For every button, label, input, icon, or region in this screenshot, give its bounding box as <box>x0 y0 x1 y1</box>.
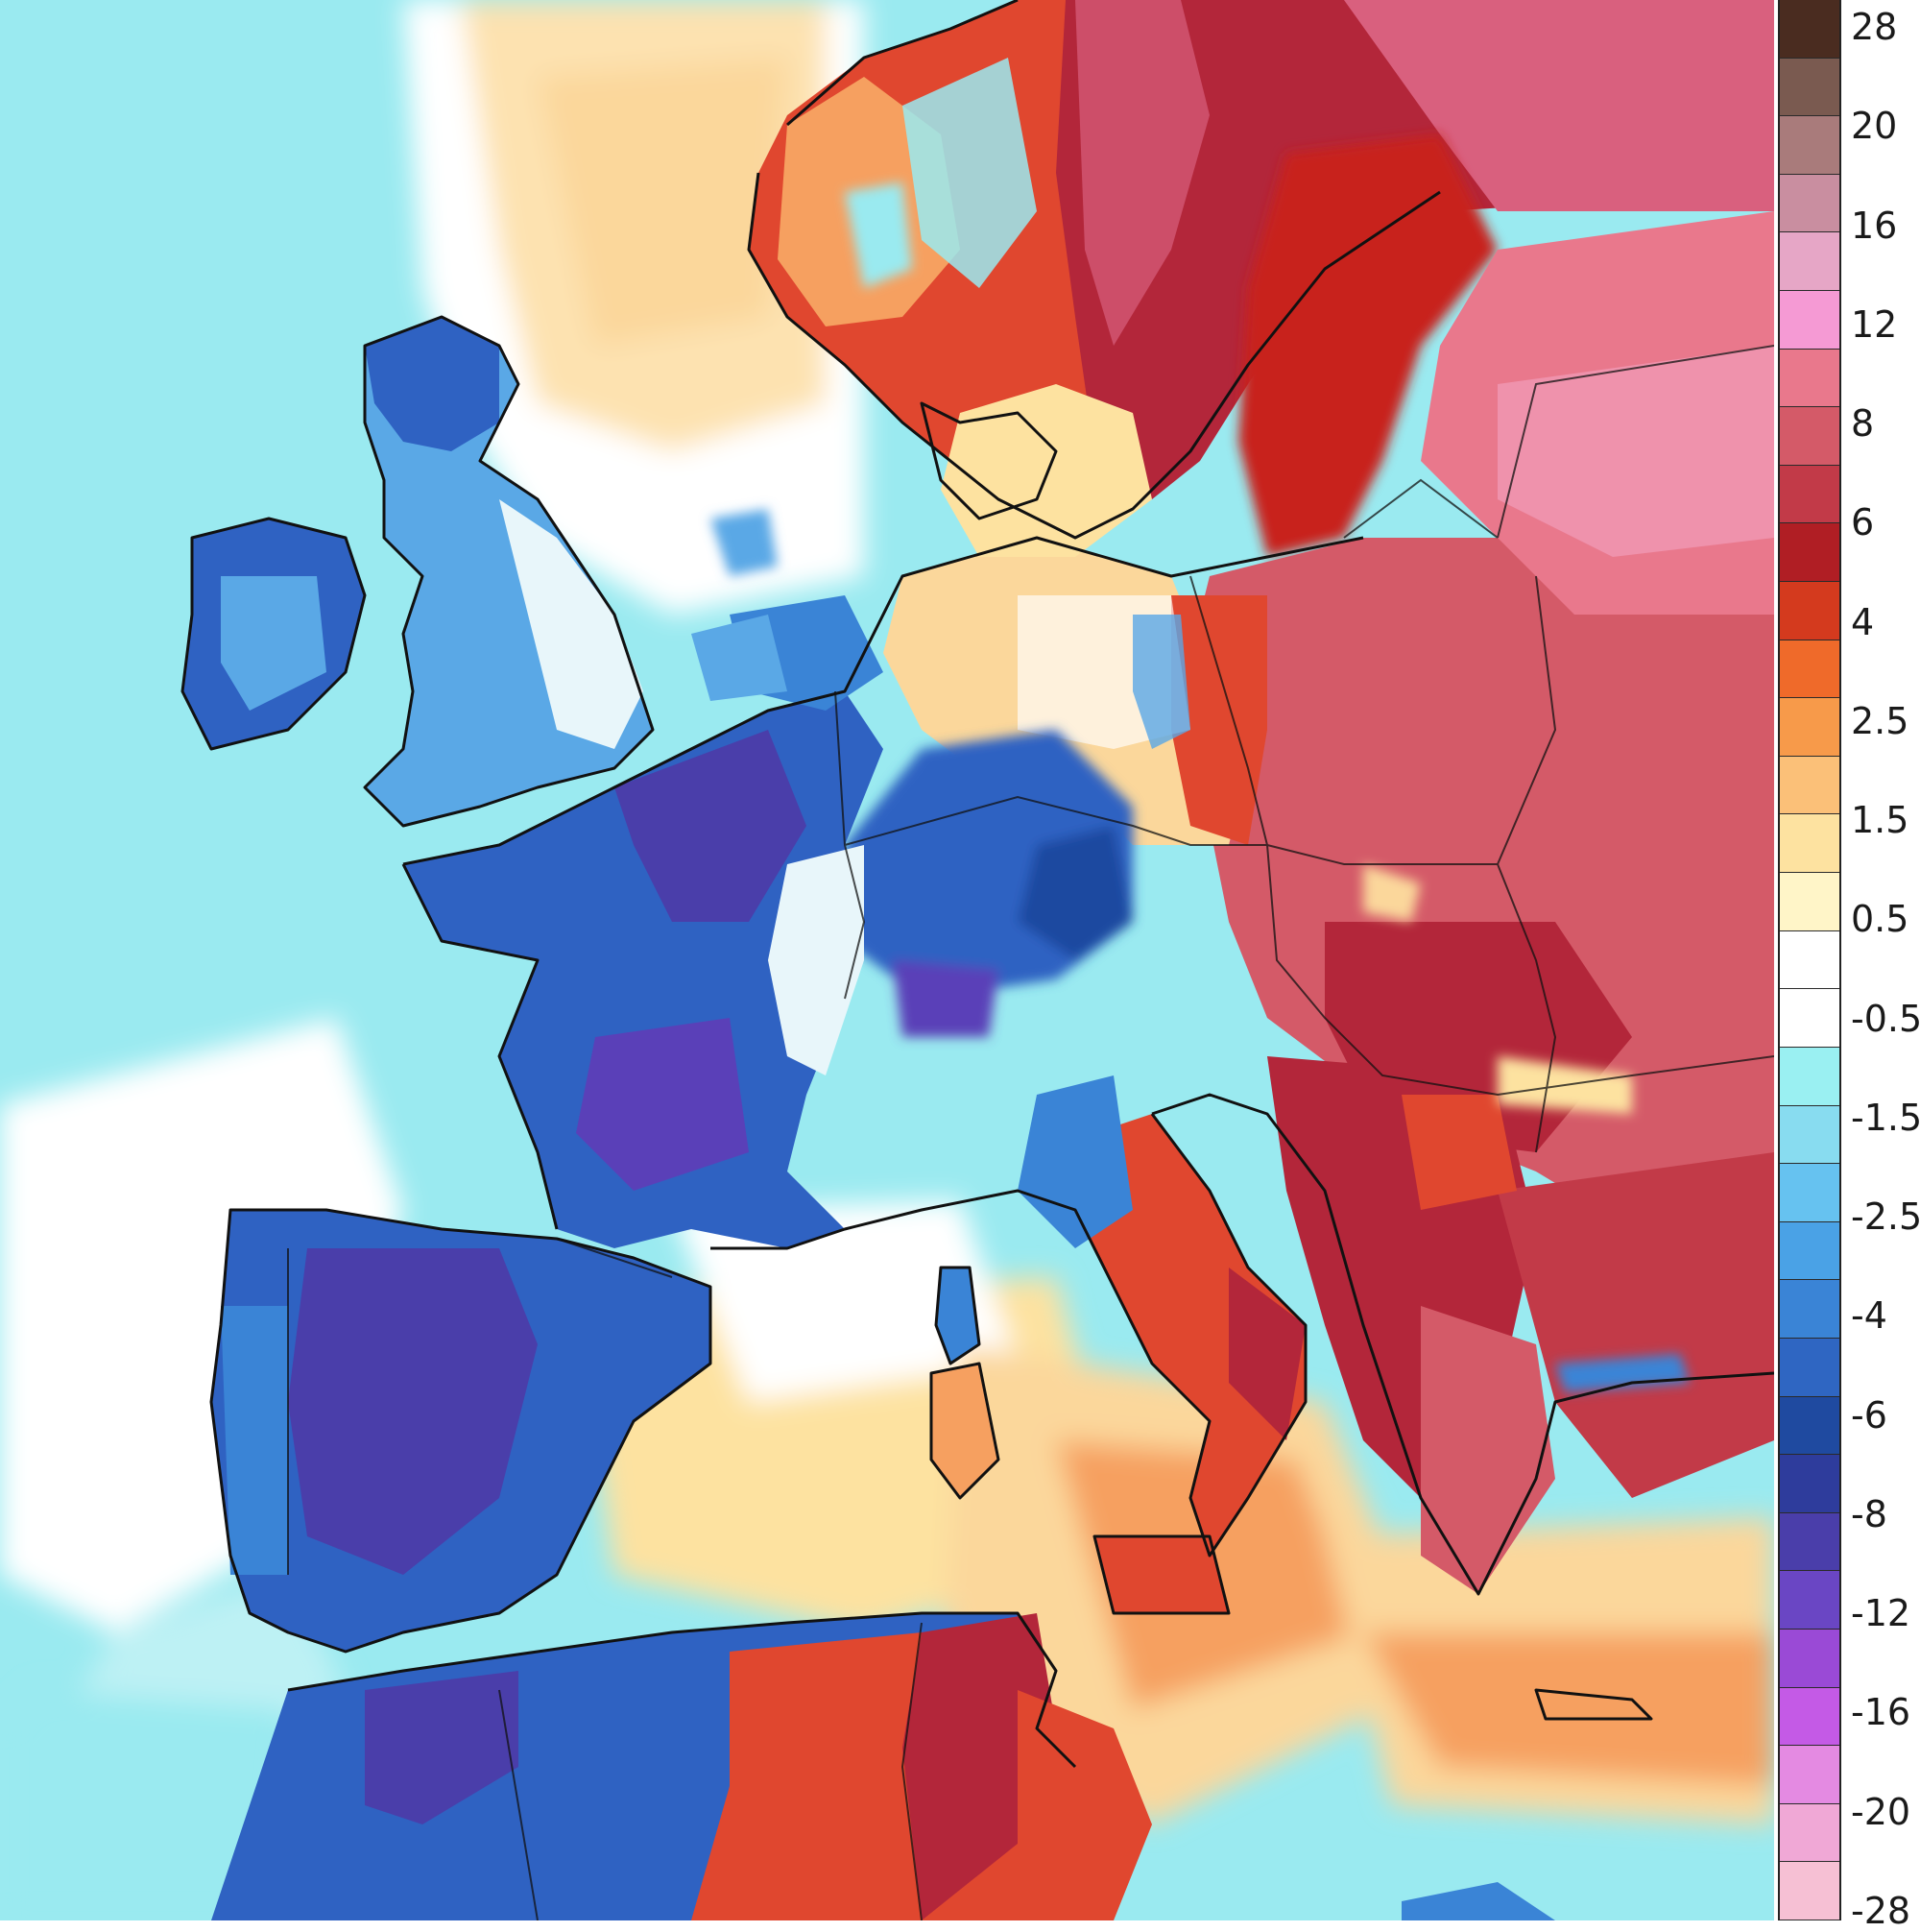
legend-tick-label: -0.5 <box>1851 997 1920 1040</box>
legend-swatch <box>1780 1629 1839 1688</box>
legend-tick-label: 12 <box>1851 302 1898 346</box>
legend-swatch <box>1780 523 1839 583</box>
north-africa <box>211 1613 1555 1920</box>
legend-tick-label: -4 <box>1851 1294 1887 1338</box>
legend-swatch <box>1780 1746 1839 1804</box>
baltic-sea <box>1238 134 1498 557</box>
legend-swatch <box>1780 756 1839 815</box>
legend-swatch <box>1780 174 1839 233</box>
anomaly-highlights <box>710 182 1690 1392</box>
legend-swatch <box>1780 1396 1839 1456</box>
legend-swatch <box>1780 1047 1839 1106</box>
legend-swatch <box>1780 116 1839 175</box>
legend-swatch <box>1780 1280 1839 1339</box>
british-isles <box>182 317 653 826</box>
france <box>403 595 883 1248</box>
legend-tick-label: 20 <box>1851 105 1898 148</box>
legend-tick-label: 4 <box>1851 600 1875 643</box>
eastern-europe <box>1171 211 1774 1248</box>
legend-swatch <box>1780 291 1839 350</box>
legend-tick-label: -6 <box>1851 1393 1887 1437</box>
legend-swatch <box>1780 1512 1839 1572</box>
legend-swatch <box>1780 814 1839 874</box>
legend-tick-label: -8 <box>1851 1492 1887 1535</box>
legend-swatch <box>1780 232 1839 292</box>
legend-tick-label: -1.5 <box>1851 1096 1920 1139</box>
legend-swatch <box>1780 349 1839 408</box>
italy-balkans <box>1018 1056 1774 1613</box>
legend-tick-label: 0.5 <box>1851 898 1909 941</box>
legend-tick-label: 16 <box>1851 204 1898 247</box>
legend-swatch <box>1780 465 1839 524</box>
legend-swatch <box>1780 930 1839 990</box>
legend-swatch <box>1780 1862 1839 1920</box>
legend-swatch <box>1780 407 1839 466</box>
legend-swatch <box>1780 1221 1839 1281</box>
legend-swatch <box>1780 1455 1839 1513</box>
legend-swatch <box>1780 0 1839 59</box>
color-scale-bar <box>1778 0 1841 1920</box>
country-borders <box>287 345 1774 1920</box>
map-canvas <box>0 0 1774 1920</box>
legend-swatch <box>1780 582 1839 640</box>
iberia <box>211 1210 710 1652</box>
alps-cold-region <box>845 730 1133 1037</box>
legend-swatch <box>1780 989 1839 1048</box>
legend-swatch <box>1780 58 1839 117</box>
legend-tick-label: 1.5 <box>1851 799 1909 842</box>
legend-tick-label: 6 <box>1851 501 1875 544</box>
legend-tick-label: -12 <box>1851 1592 1911 1635</box>
color-scale-legend: 28 20 16 12 8 6 4 2.5 1.5 0.5 -0.5 -1.5 -2.5 -4 -6 -8 -1… <box>1776 0 1920 1930</box>
legend-tick-label: 2.5 <box>1851 699 1909 742</box>
legend-swatch <box>1780 1571 1839 1630</box>
legend-swatch <box>1780 1338 1839 1397</box>
legend-swatch <box>1780 1803 1839 1863</box>
legend-tick-label: 8 <box>1851 402 1875 446</box>
legend-tick-label: -16 <box>1851 1691 1911 1734</box>
legend-swatch <box>1780 698 1839 757</box>
legend-tick-label: -2.5 <box>1851 1195 1920 1239</box>
legend-swatch <box>1780 1687 1839 1747</box>
legend-swatch <box>1780 873 1839 931</box>
legend-tick-label: -28 <box>1851 1890 1911 1932</box>
legend-swatch <box>1780 640 1839 699</box>
temperature-anomaly-map[interactable] <box>0 0 1774 1920</box>
legend-tick-label: -20 <box>1851 1790 1911 1833</box>
coastlines <box>180 0 1774 1769</box>
corsica-sardinia <box>931 1268 998 1498</box>
legend-swatch <box>1780 1105 1839 1165</box>
legend-swatch <box>1780 1164 1839 1222</box>
legend-tick-label: 28 <box>1851 6 1898 48</box>
